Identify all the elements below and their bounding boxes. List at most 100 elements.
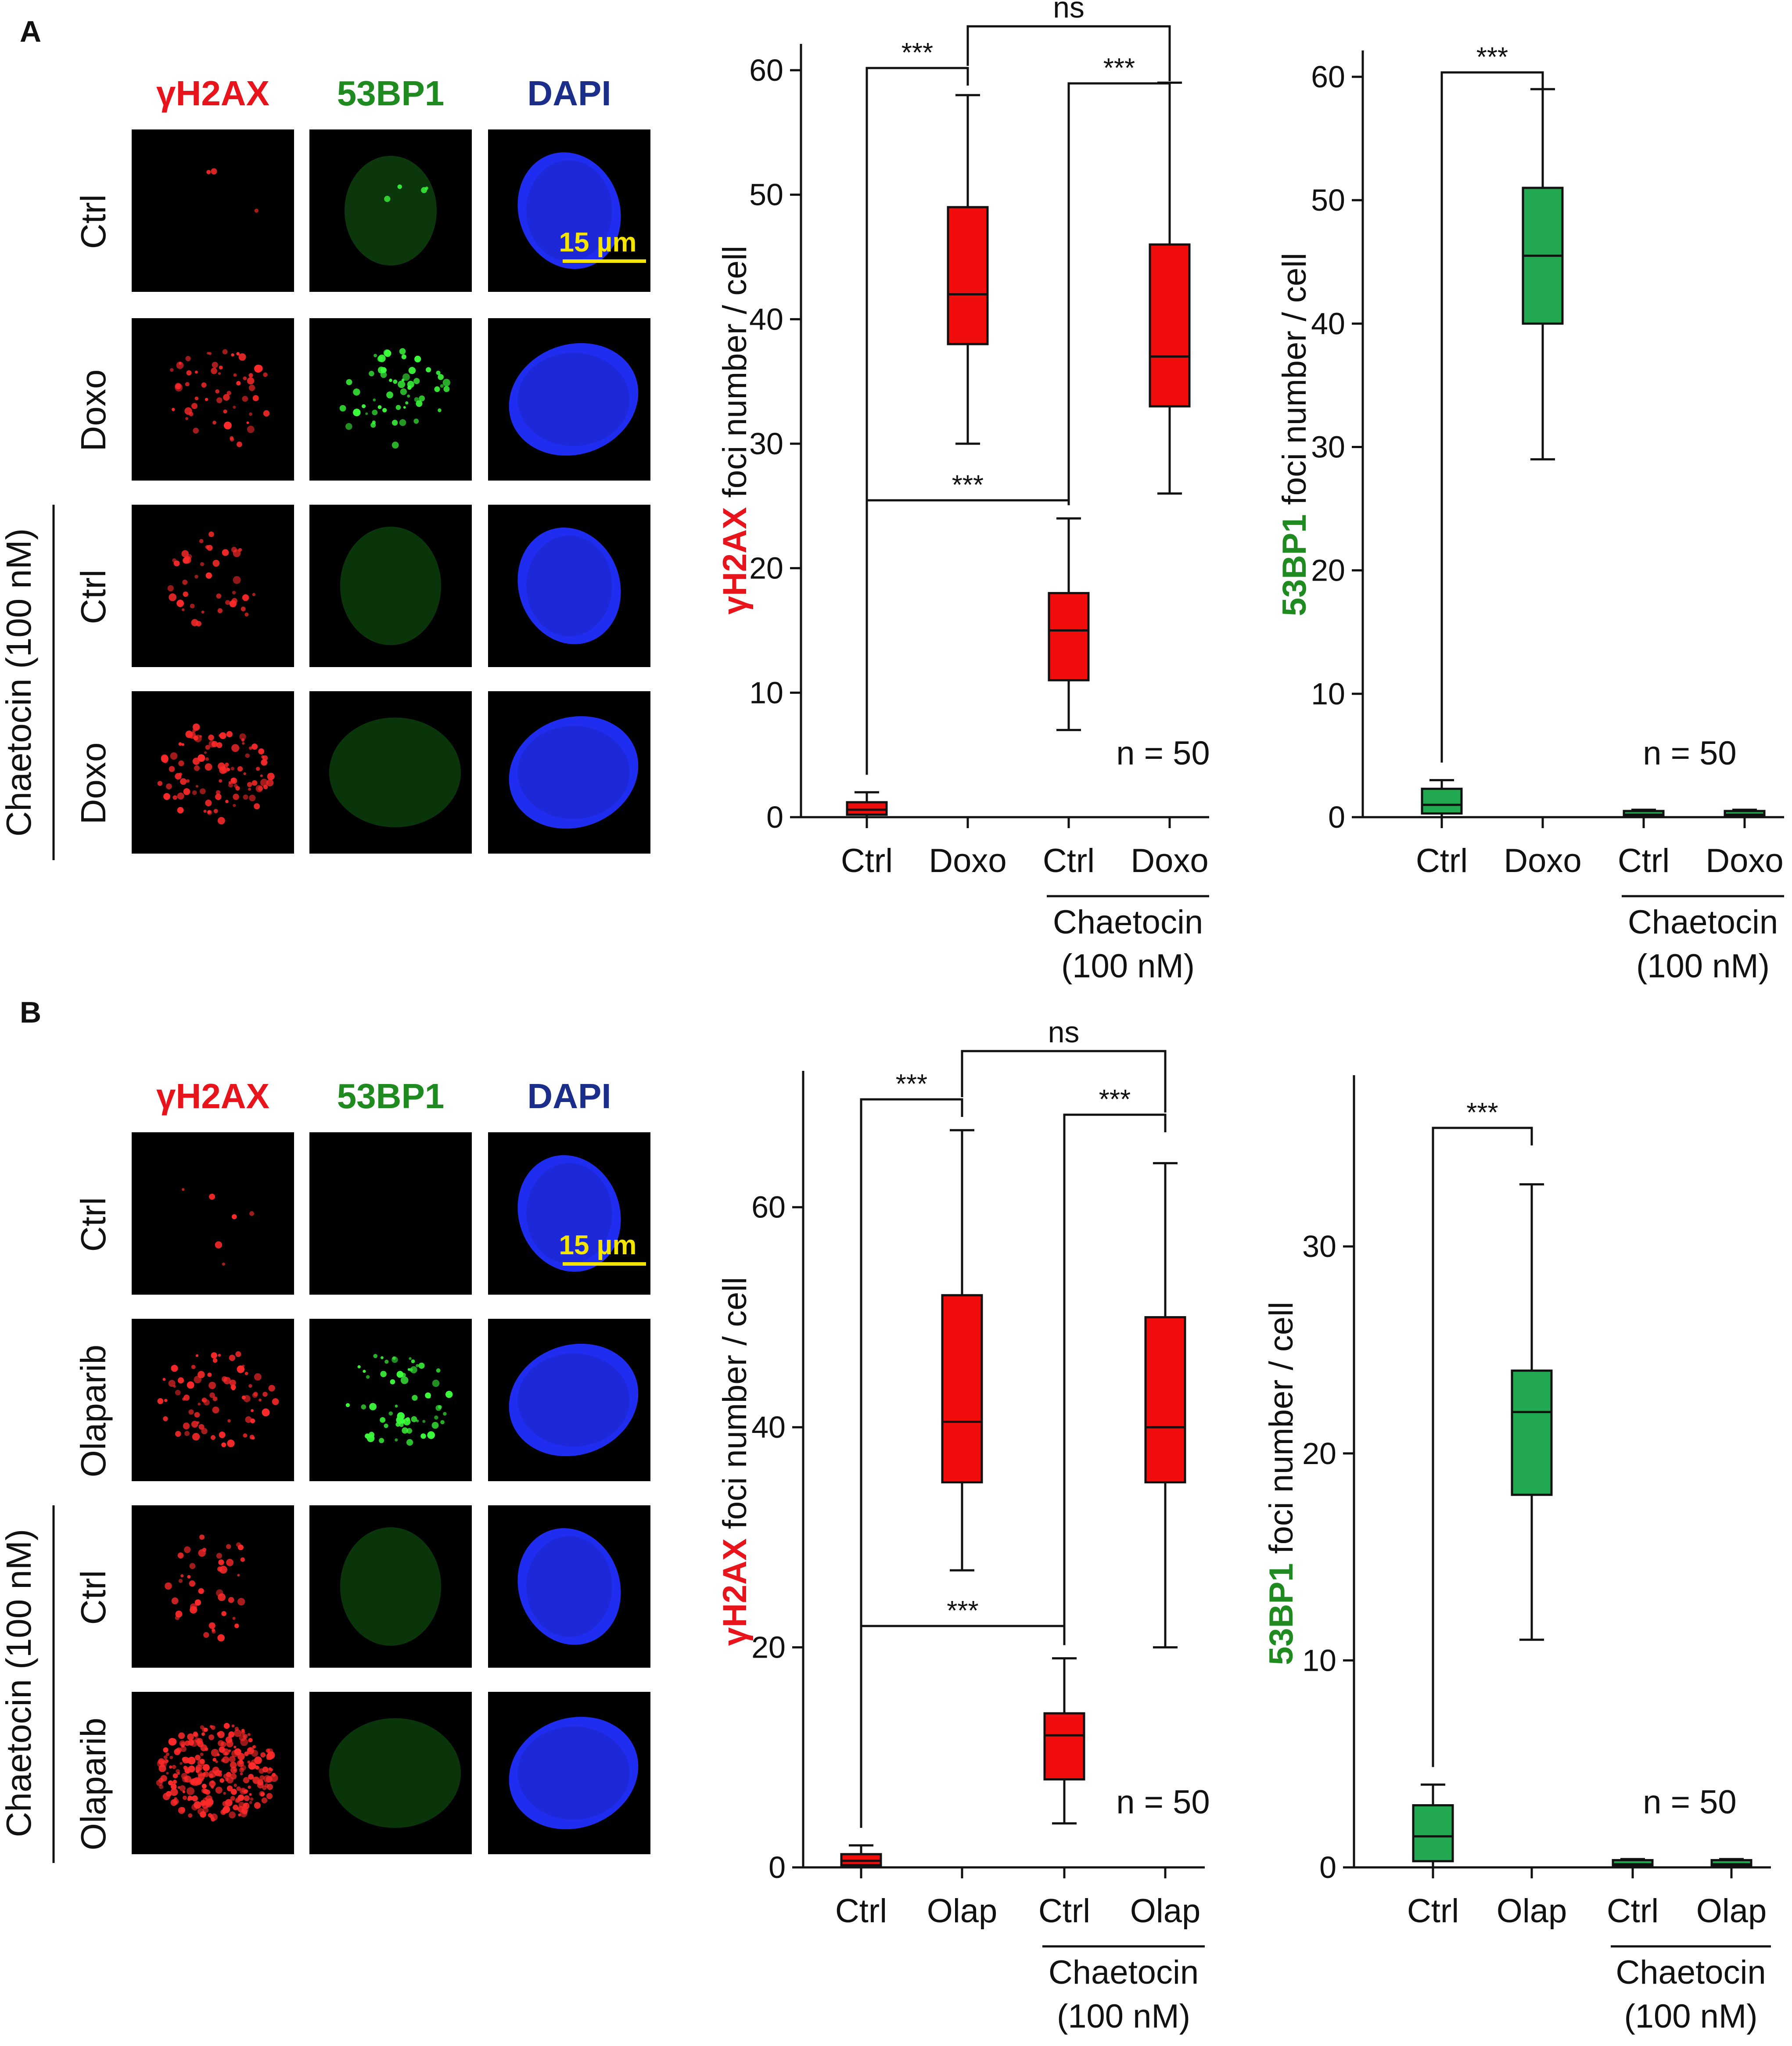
focus [161, 755, 169, 763]
focus [399, 348, 406, 355]
micrograph-image [309, 1505, 472, 1668]
focus [166, 1772, 169, 1775]
focus [403, 406, 406, 409]
focus [183, 788, 190, 795]
x-tick-label: Doxo [929, 842, 1006, 879]
focus [207, 545, 213, 551]
focus [180, 1762, 183, 1765]
focus [209, 1725, 213, 1728]
focus [250, 1762, 256, 1770]
focus [434, 1415, 438, 1420]
micrograph-image [309, 129, 472, 292]
y-axis-label-marker: 53BP1 [1263, 1563, 1300, 1665]
n-label: n = 50 [1116, 1784, 1210, 1821]
focus [189, 1580, 196, 1587]
focus [168, 1380, 176, 1387]
focus [431, 1421, 439, 1429]
image-frame [309, 1132, 472, 1295]
focus [179, 772, 183, 776]
focus [233, 793, 239, 800]
focus [192, 723, 200, 731]
image-frame [132, 129, 294, 292]
focus [382, 408, 387, 413]
focus [190, 1606, 198, 1614]
focus [260, 779, 268, 787]
row-label: Ctrl [74, 194, 113, 249]
focus [247, 377, 255, 385]
focus [198, 1424, 205, 1430]
focus [235, 1797, 241, 1803]
focus [380, 1417, 386, 1423]
focus [163, 793, 170, 800]
box-doxo [1149, 81, 1191, 495]
focus [216, 742, 223, 748]
nucleus [509, 1716, 639, 1830]
focus [211, 367, 217, 374]
focus [200, 1725, 205, 1730]
focus [179, 1740, 186, 1747]
focus [211, 168, 217, 175]
focus [219, 365, 223, 370]
focus [240, 1557, 245, 1562]
nucleus [509, 343, 639, 456]
significance-bracket: *** [1440, 42, 1544, 763]
focus [192, 1795, 198, 1802]
focus [231, 744, 240, 752]
focus [217, 1753, 220, 1756]
focus [163, 1747, 169, 1753]
focus [205, 572, 212, 579]
focus [263, 372, 268, 377]
focus [200, 1811, 206, 1818]
y-tick-label: 40 [749, 302, 783, 336]
focus [194, 1599, 201, 1606]
focus [245, 1416, 252, 1423]
focus [254, 1802, 261, 1809]
focus [248, 1737, 253, 1743]
focus [168, 1738, 176, 1746]
focus [194, 1801, 201, 1809]
focus [233, 549, 241, 557]
focus [236, 352, 240, 356]
focus [185, 356, 191, 362]
focus [186, 1787, 194, 1795]
focus [388, 1411, 393, 1416]
bracket-line [865, 67, 969, 775]
focus [168, 1780, 173, 1785]
row-label: Ctrl [74, 1197, 113, 1252]
focus [262, 1785, 267, 1790]
y-axis-label-rest: foci number / cell [716, 246, 754, 507]
significance-label: *** [952, 470, 984, 500]
focus [163, 1755, 168, 1759]
focus [170, 1784, 177, 1790]
x-tick-label: Doxo [1504, 842, 1581, 879]
focus [391, 420, 398, 426]
box-iqr [840, 1853, 882, 1867]
focus [401, 354, 406, 359]
focus [197, 1771, 203, 1777]
focus [230, 778, 236, 783]
focus [237, 1544, 244, 1551]
focus [402, 1427, 408, 1434]
focus [247, 1760, 251, 1764]
channel-header: 53BP1 [337, 1077, 445, 1116]
channel-header: γH2AX [156, 1077, 269, 1116]
focus [216, 593, 222, 599]
focus [222, 1262, 225, 1266]
focus [171, 1364, 178, 1372]
focus [180, 1574, 184, 1578]
focus [219, 1431, 226, 1438]
nucleus-texture [517, 1726, 630, 1820]
focus [194, 1782, 198, 1786]
focus [361, 1404, 366, 1410]
focus [222, 1809, 226, 1814]
box-ctrl [1048, 517, 1090, 731]
nucleus-signal [345, 156, 437, 266]
micrograph-image [132, 1132, 294, 1295]
focus [255, 785, 263, 793]
focus [232, 591, 236, 595]
focus [411, 1359, 415, 1364]
micrograph-image [309, 505, 472, 667]
focus [225, 762, 229, 767]
box-olap [941, 1129, 983, 1572]
focus [218, 372, 221, 375]
